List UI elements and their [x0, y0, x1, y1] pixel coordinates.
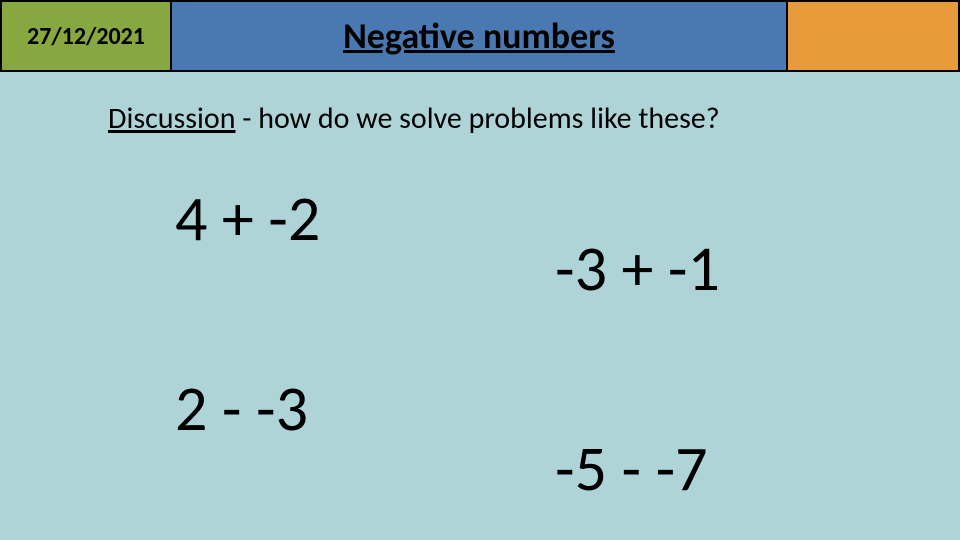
discussion-label: Discussion — [108, 100, 235, 137]
accent-box — [788, 0, 960, 72]
header-row: 27/12/2021 Negative numbers — [0, 0, 960, 72]
discussion-text: - how do we solve problems like these? — [235, 100, 719, 137]
expression-4: -5 - -7 — [555, 430, 708, 508]
title-box: Negative numbers — [172, 0, 788, 72]
title-text: Negative numbers — [343, 14, 615, 58]
date-text: 27/12/2021 — [27, 22, 145, 51]
expression-1: 4 + -2 — [175, 180, 320, 258]
date-box: 27/12/2021 — [0, 0, 172, 72]
expression-3: 2 - -3 — [175, 370, 308, 448]
discussion-line: Discussion - how do we solve problems li… — [108, 100, 720, 137]
expression-2: -3 + -1 — [555, 230, 720, 308]
